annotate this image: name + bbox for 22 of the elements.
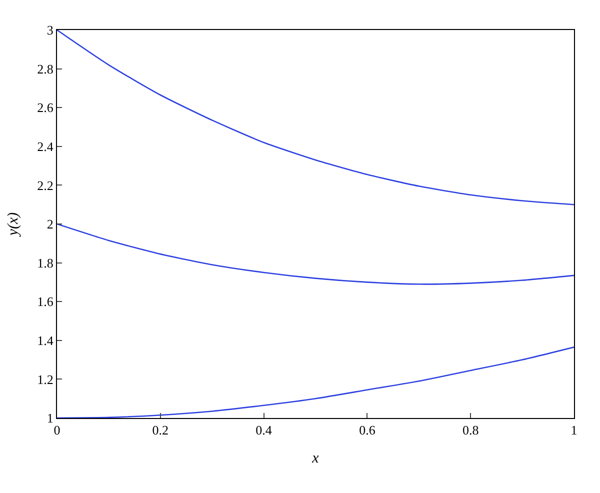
y-tick-label: 2.8 <box>37 61 54 76</box>
y-tick-label: 2 <box>46 216 54 232</box>
y-tick-label: 2.2 <box>37 178 54 193</box>
line-series <box>57 223 574 285</box>
x-tick-label: 1 <box>570 422 578 438</box>
x-tick-label: 0.2 <box>152 422 169 438</box>
y-tick-label: 1.2 <box>37 372 54 387</box>
y-tick-label: 2.4 <box>37 138 54 154</box>
x-tick-label: 0.8 <box>462 422 479 438</box>
y-tick-label: 3 <box>46 22 54 38</box>
x-tick-label: 0.4 <box>256 422 272 438</box>
y-tick-label: 1.6 <box>37 294 54 310</box>
y-tick-label: 1.8 <box>37 255 54 270</box>
line-series <box>57 346 574 418</box>
y-tick-label: 1 <box>46 410 54 426</box>
y-tick-label: 1.4 <box>37 332 54 348</box>
line-series <box>57 30 574 206</box>
x-tick-label: 0.6 <box>359 422 376 438</box>
x-tick-label: 0 <box>54 422 60 438</box>
y-axis-title: y(x) <box>5 212 22 238</box>
x-axis-title: x <box>311 450 320 467</box>
y-tick-label: 2.6 <box>37 100 54 116</box>
